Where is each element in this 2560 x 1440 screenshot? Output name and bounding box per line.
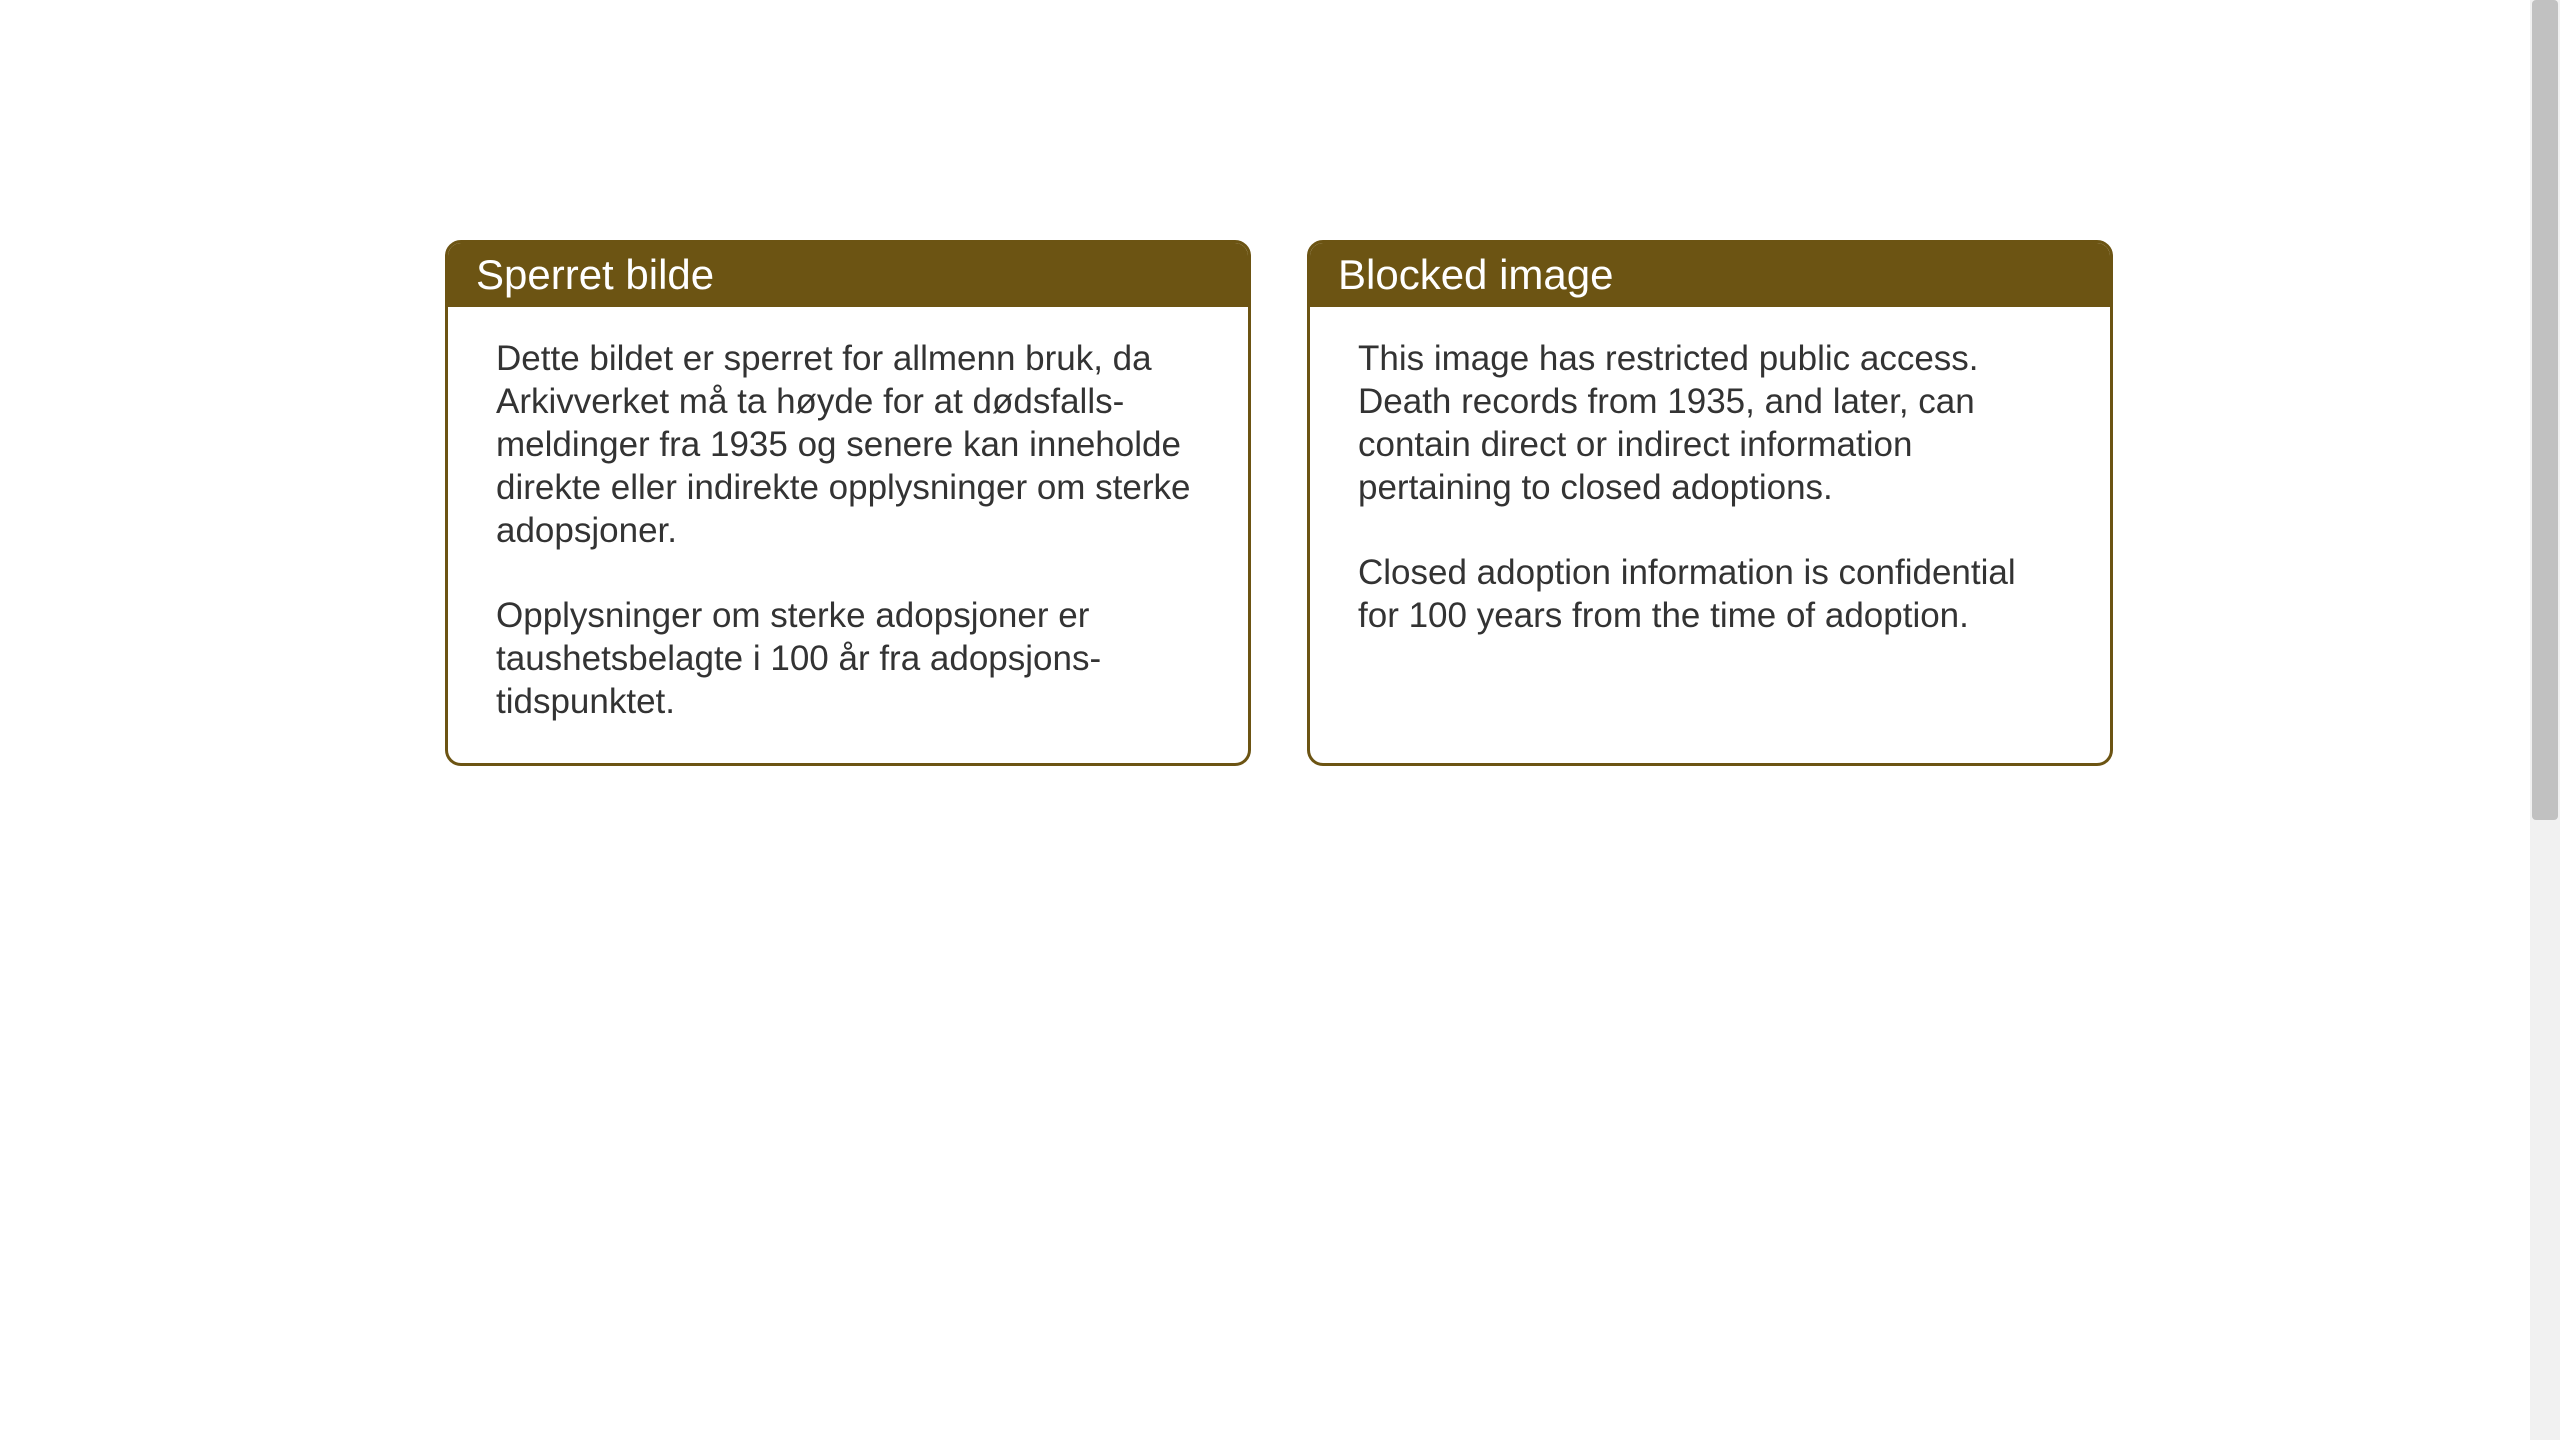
card-header-english: Blocked image	[1310, 243, 2110, 307]
card-paragraph-2-english: Closed adoption information is confident…	[1358, 551, 2062, 637]
card-body-english: This image has restricted public access.…	[1310, 307, 2110, 677]
scrollbar-track[interactable]	[2530, 0, 2560, 1440]
card-paragraph-1-norwegian: Dette bildet er sperret for allmenn bruk…	[496, 337, 1200, 552]
cards-container: Sperret bilde Dette bildet er sperret fo…	[445, 240, 2113, 766]
card-paragraph-2-norwegian: Opplysninger om sterke adopsjoner er tau…	[496, 594, 1200, 723]
scrollbar-thumb[interactable]	[2532, 0, 2558, 820]
card-header-norwegian: Sperret bilde	[448, 243, 1248, 307]
card-body-norwegian: Dette bildet er sperret for allmenn bruk…	[448, 307, 1248, 763]
card-norwegian: Sperret bilde Dette bildet er sperret fo…	[445, 240, 1251, 766]
card-english: Blocked image This image has restricted …	[1307, 240, 2113, 766]
card-paragraph-1-english: This image has restricted public access.…	[1358, 337, 2062, 509]
